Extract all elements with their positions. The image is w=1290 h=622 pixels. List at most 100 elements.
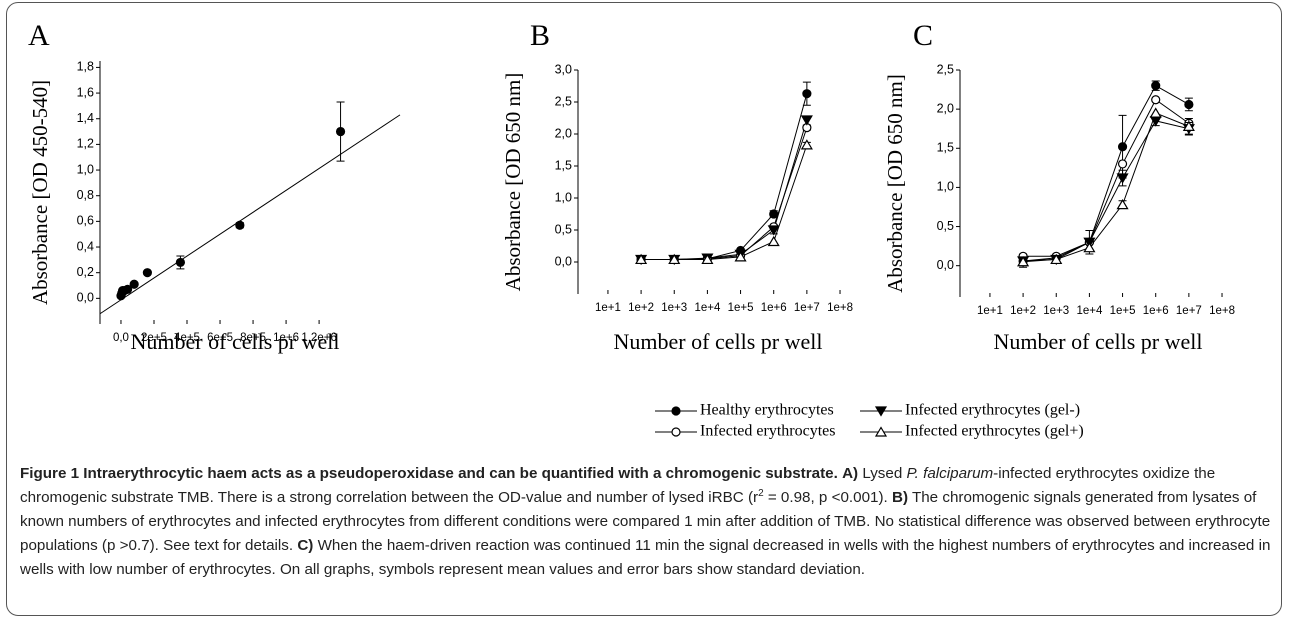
marker: [335, 126, 346, 137]
caption-text: Lysed: [858, 465, 907, 482]
x-tick-label: 1e+1: [977, 305, 1003, 317]
series-line: [1023, 120, 1189, 262]
x-axis-label: Number of cells pr well: [131, 329, 340, 354]
x-tick-label: 1e+2: [628, 302, 654, 314]
y-tick-label: 0,8: [77, 188, 94, 202]
y-tick-label: 1,0: [555, 190, 572, 204]
legend-label: Healthy erythrocytes: [700, 402, 834, 419]
y-tick-label: 0,5: [555, 222, 572, 236]
legend-marker: [874, 406, 888, 417]
marker: [767, 225, 780, 236]
legend-marker: [671, 406, 681, 416]
marker: [1050, 253, 1063, 265]
x-tick-label: 1e+5: [1110, 305, 1136, 317]
y-tick-label: 1,5: [555, 158, 572, 172]
regression-line: [99, 114, 401, 315]
x-tick-label: 1e+2: [1010, 305, 1036, 317]
x-tick-label: 1e+8: [1209, 305, 1235, 317]
legend-marker: [671, 427, 681, 437]
marker: [701, 253, 714, 265]
legend-label: Infected erythrocytes (gel-): [905, 402, 1080, 419]
y-tick-label: 1,4: [77, 111, 94, 125]
y-tick-label: 1,0: [77, 162, 94, 176]
series-line: [641, 127, 808, 260]
caption-text: A): [842, 465, 859, 482]
y-tick-label: 2,5: [937, 62, 954, 76]
x-tick-label: 1e+4: [694, 302, 721, 314]
y-tick-label: 1,5: [937, 141, 954, 155]
x-tick-label: 1e+6: [761, 302, 787, 314]
series-line: [1023, 99, 1190, 257]
marker: [668, 253, 681, 265]
x-tick-label: 1e+5: [728, 302, 754, 314]
y-tick-label: 0,0: [555, 254, 572, 268]
y-axis-label: Absorbance [OD 650 nm]: [883, 74, 907, 293]
caption-text: When the haem-driven reaction was contin…: [20, 537, 1271, 578]
marker: [1149, 107, 1162, 118]
y-tick-label: 0,0: [937, 258, 954, 272]
marker: [635, 253, 648, 265]
marker: [1151, 95, 1161, 105]
panel-label: B: [530, 19, 550, 52]
x-tick-label: 1e+1: [595, 302, 621, 314]
legend-label: Infected erythrocytes: [700, 423, 835, 440]
x-tick-label: 1,2e+6: [301, 332, 337, 344]
x-tick-label: 1e+7: [794, 302, 820, 314]
figure-caption: Figure 1 Intraerythrocytic haem acts as …: [20, 462, 1275, 582]
y-tick-label: 0,0: [77, 291, 94, 305]
x-tick-label: 1e+3: [661, 302, 687, 314]
x-tick-label: 1e+8: [827, 302, 853, 314]
legend-marker: [874, 426, 888, 437]
marker: [235, 220, 245, 230]
marker: [1184, 99, 1194, 110]
x-tick-label: 1e+3: [1043, 305, 1069, 317]
x-tick-label: 4e+5: [174, 332, 200, 344]
series-line: [641, 93, 808, 260]
y-tick-label: 1,2: [77, 137, 94, 151]
y-tick-label: 1,8: [77, 60, 94, 74]
marker: [769, 209, 779, 219]
caption-text: C): [297, 537, 314, 554]
marker: [802, 89, 812, 99]
marker: [1182, 120, 1195, 131]
series-line: [1023, 84, 1190, 262]
marker: [1151, 81, 1161, 91]
y-tick-label: 0,6: [77, 214, 94, 228]
x-tick-label: 1e+6: [273, 332, 299, 344]
figure-charts: A Absorbance [OD 450-540] Number of cells …: [28, 19, 1235, 440]
figure-frame: [6, 2, 1282, 616]
y-tick-label: 0,5: [937, 219, 954, 233]
y-tick-label: 0,2: [77, 265, 94, 279]
caption-text: 2: [758, 487, 764, 499]
marker: [1116, 198, 1129, 210]
y-tick-label: 2,5: [555, 94, 572, 108]
caption-text: Figure 1 Intraerythrocytic haem acts as …: [20, 465, 838, 482]
marker: [800, 115, 813, 126]
y-tick-label: 1,6: [77, 85, 94, 99]
marker: [142, 268, 152, 278]
marker: [1017, 256, 1030, 267]
marker: [800, 139, 813, 150]
y-axis-label: Absorbance [OD 450-540]: [28, 80, 52, 305]
y-tick-label: 0,4: [77, 239, 94, 253]
x-tick-label: 1e+4: [1076, 305, 1103, 317]
caption-text: = 0.98, p <0.001).: [763, 489, 892, 506]
caption-text: B): [891, 489, 909, 506]
series-line: [641, 119, 808, 260]
marker: [1117, 159, 1128, 169]
x-tick-label: 1e+6: [1143, 305, 1169, 317]
caption-text: P. falciparum: [906, 465, 994, 482]
x-tick-label: 0,0: [113, 332, 129, 344]
marker: [767, 235, 780, 247]
x-axis-label: Number of cells pr well: [994, 329, 1203, 354]
series-line: [1023, 112, 1190, 263]
marker: [122, 284, 133, 294]
y-tick-label: 2,0: [555, 126, 572, 140]
caption-text: The chromogenic signals generated from l…: [20, 489, 1271, 554]
marker: [734, 251, 747, 262]
caption-text: -infected erythrocytes oxidize the chrom…: [20, 465, 1216, 506]
marker: [129, 279, 139, 289]
x-axis-label: Number of cells pr well: [614, 329, 823, 354]
y-tick-label: 3,0: [555, 62, 572, 76]
